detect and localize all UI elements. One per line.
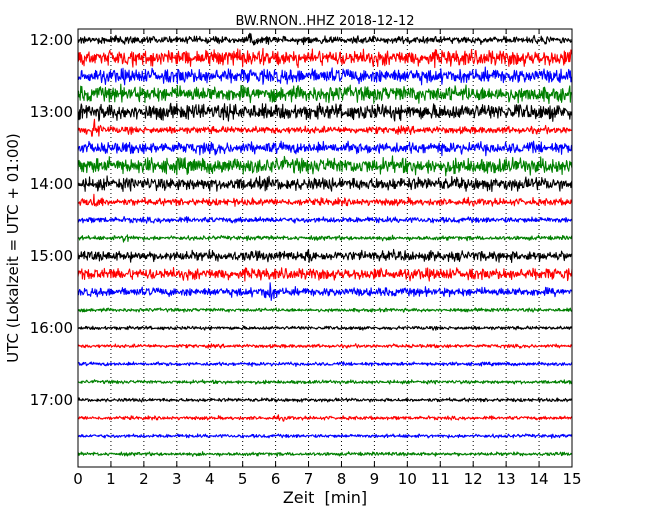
trace-1700 bbox=[77, 397, 573, 403]
trace-1445 bbox=[77, 234, 573, 243]
trace-1215 bbox=[77, 47, 573, 69]
x-tick-label-8: 8 bbox=[337, 470, 347, 488]
trace-1430 bbox=[77, 216, 573, 224]
y-axis-label: UTC (Lokalzeit = UTC + 01:00) bbox=[4, 133, 22, 363]
trace-1315 bbox=[77, 118, 573, 137]
trace-1245 bbox=[77, 83, 573, 105]
x-tick-label-7: 7 bbox=[304, 470, 314, 488]
trace-1230 bbox=[77, 66, 573, 86]
trace-1645 bbox=[77, 379, 573, 385]
y-tick-label-1200: 12:00 bbox=[30, 31, 73, 49]
y-tick-label-1400: 14:00 bbox=[30, 175, 73, 193]
trace-1630 bbox=[77, 361, 573, 367]
trace-1530 bbox=[77, 282, 573, 302]
x-tick-label-11: 11 bbox=[431, 470, 450, 488]
x-tick-label-10: 10 bbox=[398, 470, 417, 488]
trace-1715 bbox=[77, 414, 573, 422]
trace-1415 bbox=[77, 193, 573, 207]
trace-1745 bbox=[77, 451, 573, 457]
trace-1200 bbox=[77, 32, 573, 46]
x-tick-label-6: 6 bbox=[271, 470, 281, 488]
trace-1615 bbox=[77, 343, 573, 349]
y-tick-label-1600: 16:00 bbox=[30, 319, 73, 337]
x-tick-label-5: 5 bbox=[238, 470, 248, 488]
x-tick-label-2: 2 bbox=[139, 470, 149, 488]
y-axis: 12:00 13:00 14:00 15:00 16:00 17:00 bbox=[30, 31, 572, 409]
trace-1400 bbox=[77, 175, 573, 192]
x-tick-label-15: 15 bbox=[562, 470, 581, 488]
trace-1600 bbox=[77, 325, 573, 331]
x-tick-label-14: 14 bbox=[530, 470, 549, 488]
x-tick-label-13: 13 bbox=[497, 470, 516, 488]
trace-1730 bbox=[77, 433, 573, 439]
trace-1500 bbox=[77, 248, 573, 263]
y-tick-label-1700: 17:00 bbox=[30, 391, 73, 409]
x-tick-label-0: 0 bbox=[73, 470, 83, 488]
y-tick-label-1300: 13:00 bbox=[30, 103, 73, 121]
trace-1300 bbox=[77, 102, 573, 122]
y-tick-label-1500: 15:00 bbox=[30, 247, 73, 265]
x-tick-label-1: 1 bbox=[106, 470, 116, 488]
x-tick-label-12: 12 bbox=[464, 470, 483, 488]
x-tick-label-3: 3 bbox=[172, 470, 182, 488]
trace-1345 bbox=[77, 155, 573, 177]
trace-1545 bbox=[77, 307, 573, 313]
x-axis: 0 1 2 3 4 5 6 7 8 9 10 11 12 13 14 15 bbox=[73, 29, 582, 488]
trace-1515 bbox=[77, 267, 573, 282]
trace-group bbox=[77, 32, 573, 457]
x-tick-label-4: 4 bbox=[205, 470, 215, 488]
trace-1330 bbox=[77, 140, 573, 157]
plot-frame bbox=[77, 28, 573, 468]
chart-title: BW.RNON..HHZ 2018-12-12 bbox=[235, 14, 414, 29]
x-tick-label-9: 9 bbox=[370, 470, 380, 488]
x-axis-label: Zeit [min] bbox=[283, 488, 367, 507]
